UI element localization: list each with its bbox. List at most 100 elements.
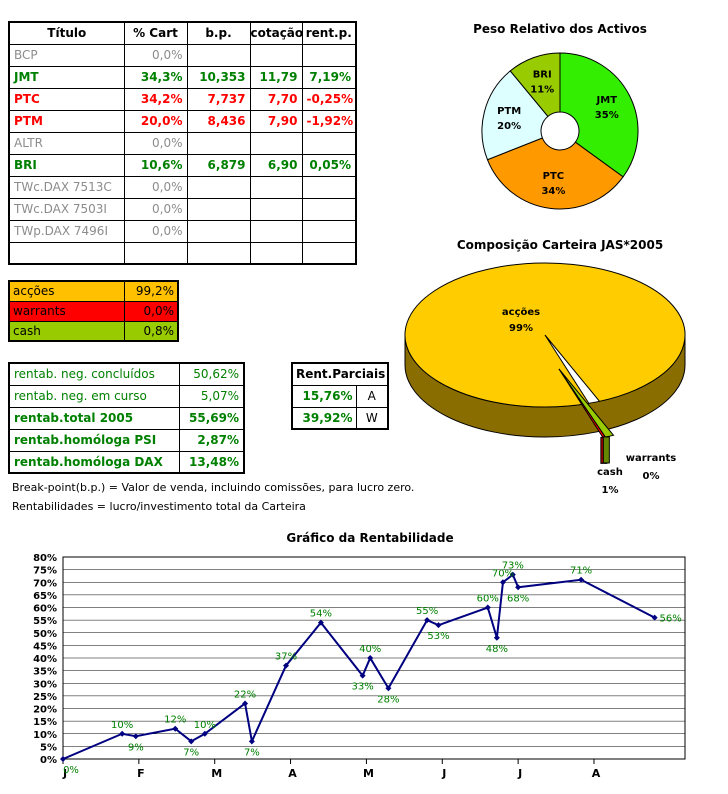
svg-text:35%: 35% (595, 110, 619, 121)
partials-value: 39,92% (291, 406, 357, 430)
y-tick-label: 60% (33, 604, 57, 615)
svg-text:acções: acções (502, 307, 540, 318)
data-point (359, 672, 366, 679)
holdings-row: TWp.DAX 7496I 0,0% (8, 219, 357, 243)
returns-value: 2,87% (178, 428, 245, 452)
data-label: 12% (164, 715, 186, 726)
holdings-table: Título % Cart b.p. cotação rent.p. BCP 0,… (8, 21, 357, 265)
header-pct-cart: % Cart (123, 21, 188, 45)
returns-value: 55,69% (178, 406, 245, 430)
data-point (493, 634, 500, 641)
holdings-row: TWc.DAX 7503I 0,0% (8, 197, 357, 221)
x-tick-label: J (62, 767, 67, 780)
svg-text:0%: 0% (643, 471, 660, 482)
svg-text:20%: 20% (497, 121, 521, 132)
asset-cotacao: 11,79 (249, 65, 303, 89)
asset-bp (186, 241, 251, 265)
asset-name (8, 241, 125, 265)
data-label: 68% (507, 593, 529, 604)
data-point (578, 576, 585, 583)
partials-code: A (355, 384, 389, 408)
data-label: 7% (183, 747, 199, 758)
asset-pct: 10,6% (123, 153, 188, 177)
holdings-row: PTC 34,2% 7,737 7,70 -0,25% (8, 87, 357, 111)
svg-text:PTC: PTC (543, 171, 565, 182)
asset-rent (301, 131, 357, 155)
x-tick-label: A (288, 767, 297, 780)
plot-frame (62, 556, 686, 760)
pie1-slice-ptc (486, 137, 624, 210)
data-label: 10% (111, 720, 133, 731)
y-tick-label: 50% (33, 629, 57, 640)
asset-bp (186, 43, 251, 67)
asset-bp (186, 197, 251, 221)
data-point (60, 756, 66, 762)
data-label: 53% (427, 631, 449, 642)
partials-code: W (355, 406, 389, 430)
svg-text:JMT: JMT (596, 95, 618, 106)
x-tick-label: M (211, 767, 222, 780)
data-point (484, 604, 491, 611)
y-tick-label: 75% (33, 566, 57, 577)
holdings-row: PTM 20,0% 8,436 7,90 -1,92% (8, 109, 357, 133)
pie2-label-warrants: warrants 0% (626, 453, 676, 482)
returns-label: rentab.homóloga DAX (8, 450, 180, 474)
data-point (385, 685, 392, 692)
y-tick-label: 80% (33, 553, 57, 564)
data-point (424, 617, 431, 624)
data-point (499, 579, 506, 586)
data-point (317, 619, 324, 626)
pie2-slice-edge (602, 436, 610, 464)
portfolio-composition-pie: acções 99% warrants 0% cash 1% (404, 262, 686, 496)
pie1-label: PTC 34% (541, 171, 565, 197)
asset-cotacao (249, 197, 303, 221)
asset-cotacao (249, 219, 303, 243)
asset-cotacao (249, 241, 303, 265)
y-tick-label: 40% (33, 654, 57, 665)
svg-text:cash: cash (597, 467, 623, 478)
svg-text:11%: 11% (530, 85, 554, 96)
asset-bp: 10,353 (186, 65, 251, 89)
pie1-label: JMT 35% (595, 95, 619, 121)
data-label: 60% (477, 594, 499, 605)
note-break-point: Break-point(b.p.) = Valor de venda, incl… (12, 481, 415, 494)
y-tick-label: 70% (33, 578, 57, 589)
data-point (509, 571, 516, 578)
returns-value: 50,62% (178, 362, 245, 386)
asset-name: TWc.DAX 7503I (8, 197, 125, 221)
pie1-title: Peso Relativo dos Activos (473, 22, 647, 36)
data-point (651, 614, 658, 621)
y-tick-label: 45% (33, 641, 57, 652)
asset-pct: 0,0% (123, 197, 188, 221)
asset-cotacao (249, 175, 303, 199)
svg-text:34%: 34% (541, 186, 565, 197)
x-tick-label: F (137, 767, 145, 780)
y-tick-label: 5% (40, 742, 57, 753)
svg-text:1%: 1% (602, 485, 619, 496)
asset-name: ALTR (8, 131, 125, 155)
data-point (172, 725, 179, 732)
data-point (515, 584, 522, 591)
y-tick-label: 25% (33, 692, 57, 703)
data-label: 71% (570, 566, 592, 577)
holdings-row: BRI 10,6% 6,879 6,90 0,05% (8, 153, 357, 177)
allocation-value: 99,2% (123, 280, 179, 302)
svg-text:PTM: PTM (497, 106, 521, 117)
data-label: 7% (244, 747, 260, 758)
data-point (201, 730, 208, 737)
allocation-body: acções 99,2% warrants 0,0% cash 0,8% (8, 280, 179, 342)
asset-rent (301, 175, 357, 199)
header-cotacao: cotação (249, 21, 303, 45)
data-label: 28% (377, 694, 399, 705)
returns-row: rentab. neg. concluídos 50,62% (8, 362, 245, 386)
asset-pct: 34,3% (123, 65, 188, 89)
x-tick-label: J (441, 767, 446, 780)
asset-name: TWp.DAX 7496I (8, 219, 125, 243)
data-label: 0% (63, 765, 79, 776)
returns-line-chart: 0%5%10%15%20%25%30%35%40%45%50%55%60%65%… (33, 553, 686, 780)
x-tick-label: M (363, 767, 374, 780)
pie1-label: PTM 20% (497, 106, 521, 132)
partials-value: 15,76% (291, 384, 357, 408)
asset-bp (186, 131, 251, 155)
returns-row: rentab.homóloga DAX 13,48% (8, 450, 245, 474)
